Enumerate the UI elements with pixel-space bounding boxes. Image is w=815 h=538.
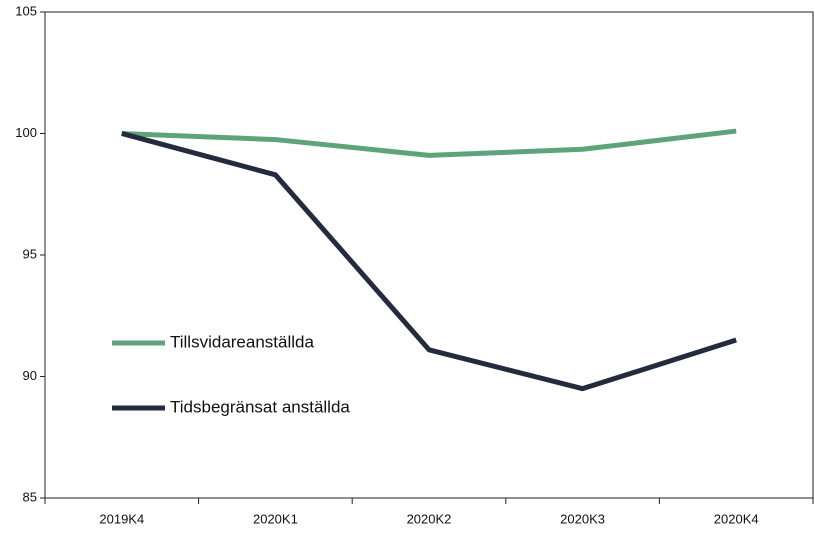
x-tick-label: 2020K1 (253, 511, 298, 526)
y-tick-label: 90 (23, 368, 37, 383)
x-tick-label: 2020K2 (407, 511, 452, 526)
legend-label: Tidsbegränsat anställda (170, 397, 350, 416)
y-tick-label: 100 (15, 125, 37, 140)
x-tick-label: 2019K4 (99, 511, 144, 526)
y-tick-label: 85 (23, 489, 37, 504)
x-tick-label: 2020K3 (560, 511, 605, 526)
y-tick-label: 95 (23, 246, 37, 261)
plot-frame (44, 11, 814, 499)
legend-label: Tillsvidareanställda (170, 332, 314, 351)
y-tick-label: 105 (15, 3, 37, 18)
x-tick-label: 2020K4 (714, 511, 759, 526)
series-line (121, 131, 737, 392)
series-line (121, 128, 737, 158)
